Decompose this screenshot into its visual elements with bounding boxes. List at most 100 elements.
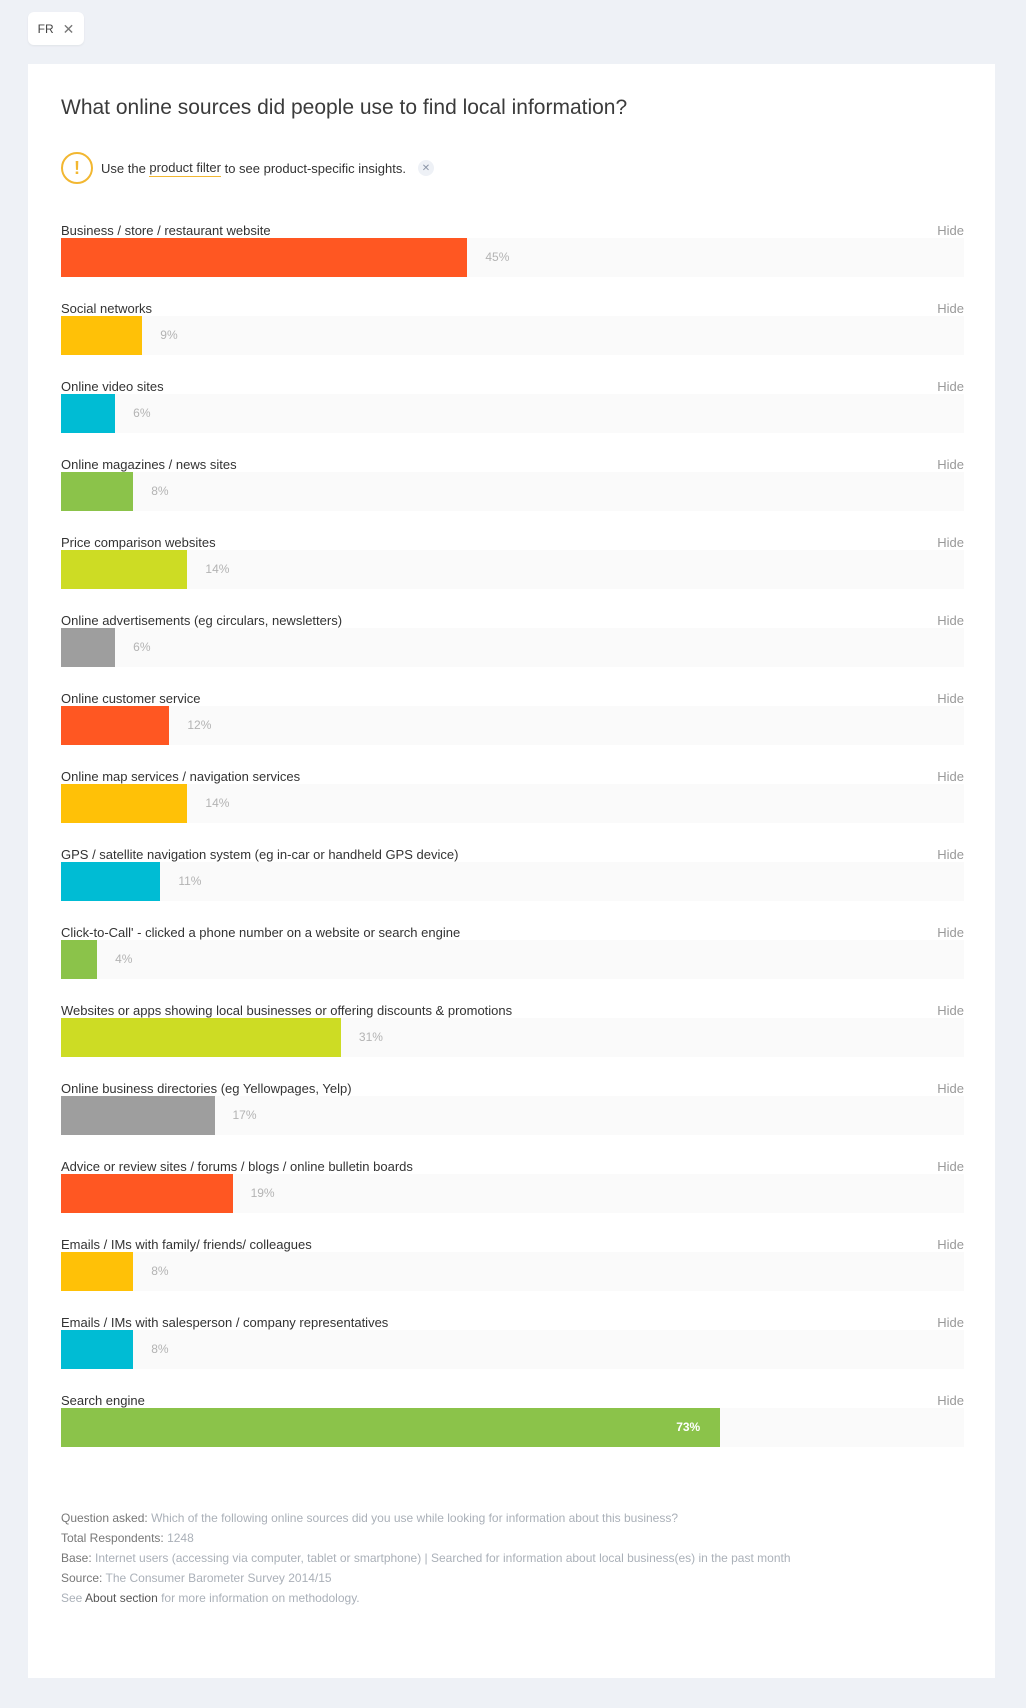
bar [61, 1252, 134, 1291]
bar-track: 9% [61, 316, 964, 355]
bar-track: 4% [61, 940, 964, 979]
category-label: Emails / IMs with family/ friends/ colle… [61, 1237, 312, 1252]
hide-link[interactable]: Hide [937, 379, 964, 394]
bar-track: 14% [61, 550, 964, 589]
question-key: Question asked: [61, 1511, 148, 1525]
hide-link[interactable]: Hide [937, 847, 964, 862]
methodology-footer: Question asked: Which of the following o… [61, 1508, 791, 1608]
bar-track: 8% [61, 1252, 964, 1291]
hide-link[interactable]: Hide [937, 535, 964, 550]
bar [61, 628, 116, 667]
chart-row: Search engine Hide 73% [61, 1393, 964, 1471]
category-label: Online video sites [61, 379, 164, 394]
question-line: Question asked: Which of the following o… [61, 1508, 791, 1528]
value-label: 9% [160, 328, 178, 342]
hide-link[interactable]: Hide [937, 1237, 964, 1252]
bar-track: 19% [61, 1174, 964, 1213]
hide-link[interactable]: Hide [937, 1159, 964, 1174]
bar [61, 550, 188, 589]
hide-link[interactable]: Hide [937, 1393, 964, 1408]
hide-link[interactable]: Hide [937, 457, 964, 472]
see-prefix: See [61, 1591, 83, 1605]
chip-label: FR [37, 21, 54, 36]
close-icon[interactable]: ✕ [62, 20, 75, 37]
bar [61, 394, 116, 433]
category-label: Click-to-Call' - clicked a phone number … [61, 925, 461, 940]
bar [61, 706, 170, 745]
category-label: GPS / satellite navigation system (eg in… [61, 847, 459, 862]
hide-link[interactable]: Hide [937, 301, 964, 316]
base-value: Internet users (accessing via computer, … [95, 1551, 791, 1565]
value-label: 45% [485, 250, 510, 264]
hide-link[interactable]: Hide [937, 925, 964, 940]
see-suffix: for more information on methodology. [161, 1591, 360, 1605]
bar-track: 45% [61, 238, 964, 277]
chart-row: Online advertisements (eg circulars, new… [61, 613, 964, 691]
respondents-value: 1248 [167, 1531, 194, 1545]
hide-link[interactable]: Hide [937, 223, 964, 238]
source-key: Source: [61, 1571, 103, 1585]
bar-track: 17% [61, 1096, 964, 1135]
hide-link[interactable]: Hide [937, 613, 964, 628]
hide-link[interactable]: Hide [937, 1081, 964, 1096]
category-label: Price comparison websites [61, 535, 216, 550]
bar-track: 31% [61, 1018, 964, 1057]
bar-track: 8% [61, 1330, 964, 1369]
dismiss-icon[interactable]: ✕ [417, 160, 434, 176]
value-label: 12% [187, 718, 212, 732]
product-filter-link[interactable]: product filter [149, 159, 221, 177]
bar [61, 784, 188, 823]
country-filter-chip[interactable]: FR ✕ [28, 12, 84, 45]
bar-track: 14% [61, 784, 964, 823]
chart-row: Online video sites Hide 6% [61, 379, 964, 457]
category-label: Online business directories (eg Yellowpa… [61, 1081, 352, 1096]
bar [61, 472, 134, 511]
question-value: Which of the following online sources di… [151, 1511, 679, 1525]
value-label: 6% [133, 406, 151, 420]
value-label: 11% [178, 874, 202, 888]
hide-link[interactable]: Hide [937, 691, 964, 706]
chart-row: GPS / satellite navigation system (eg in… [61, 847, 964, 925]
value-label: 6% [133, 640, 151, 654]
chart-row: Price comparison websites Hide 14% [61, 535, 964, 613]
notice-text-before: Use the [101, 160, 150, 176]
hide-link[interactable]: Hide [937, 1003, 964, 1018]
chart-row: Emails / IMs with salesperson / company … [61, 1315, 964, 1393]
source-line: Source: The Consumer Barometer Survey 20… [61, 1568, 791, 1588]
value-label: 8% [151, 1342, 169, 1356]
chart-row: Click-to-Call' - clicked a phone number … [61, 925, 964, 1003]
chart-row: Online map services / navigation service… [61, 769, 964, 847]
value-label: 8% [151, 1264, 169, 1278]
product-filter-notice: ! Use the product filter to see product-… [61, 152, 434, 184]
hide-link[interactable]: Hide [937, 1315, 964, 1330]
bar-track: 8% [61, 472, 964, 511]
bar-track: 12% [61, 706, 964, 745]
about-section-link[interactable]: About section [85, 1591, 158, 1605]
chart-row: Business / store / restaurant website Hid… [61, 223, 964, 301]
bar [61, 940, 98, 979]
category-label: Advice or review sites / forums / blogs … [61, 1159, 413, 1174]
bar-track: 11% [61, 862, 964, 901]
category-label: Search engine [61, 1393, 145, 1408]
bar [61, 1330, 134, 1369]
respondents-line: Total Respondents: 1248 [61, 1528, 791, 1548]
category-label: Social networks [61, 301, 153, 316]
value-label: 4% [115, 952, 133, 966]
category-label: Online advertisements (eg circulars, new… [61, 613, 343, 628]
value-label: 14% [205, 562, 230, 576]
hide-link[interactable]: Hide [937, 769, 964, 784]
value-label: 17% [232, 1108, 257, 1122]
chart-row: Advice or review sites / forums / blogs … [61, 1159, 964, 1237]
bar-track: 6% [61, 628, 964, 667]
chart-row: Websites or apps showing local businesse… [61, 1003, 964, 1081]
bar [61, 862, 161, 901]
bar-track: 73% [61, 1408, 964, 1447]
warning-icon: ! [61, 152, 93, 184]
bar [61, 238, 468, 277]
base-key: Base: [61, 1551, 92, 1565]
notice-text-after: to see product-specific insights. [220, 160, 406, 176]
category-label: Online magazines / news sites [61, 457, 237, 472]
bar [61, 1408, 721, 1447]
bar-chart: Business / store / restaurant website Hid… [61, 223, 964, 1471]
chart-row: Emails / IMs with family/ friends/ colle… [61, 1237, 964, 1315]
